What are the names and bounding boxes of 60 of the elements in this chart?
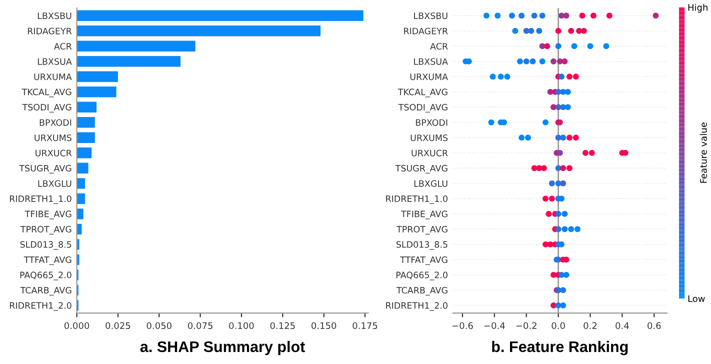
y-tick-label: LBXSBU [414,12,448,20]
y-tick-label: BPXODI [40,119,72,126]
y-tick-label: LBXSUA [414,58,448,65]
x-tick-label: 0.0 [552,322,565,330]
y-tick-label: TSUGR_AVG [19,164,72,174]
x-tick-label: 0.100 [229,322,254,330]
y-tick-label: ACR [430,42,448,50]
text: a. SHAP Summary plot [140,340,305,356]
y-tick-label: TSODI_AVG [398,104,448,112]
y-tick-label: LBXGLU [38,180,72,187]
x-tick-label: −0.4 [484,322,505,330]
y-tick-label: TPROT_AVG [396,226,448,234]
y-tick-label: BPXODI [416,119,448,126]
y-tick-label: RIDAGEYR [404,28,448,34]
y-tick-label: TFIBE_AVG [400,210,448,220]
text: b. Feature Ranking [492,340,628,356]
y-tick-label: SLD013_8.5 [20,241,72,250]
x-tick-label: 0.175 [352,322,378,330]
y-tick-label: TSUGR_AVG [395,164,448,174]
x-tick-label: 0.2 [584,322,597,330]
y-tick-label: ACR [54,42,72,50]
y-tick-label: RIDRETH1_1.0 [386,195,448,204]
y-tick-label: TCARB_AVG [396,286,448,296]
x-tick-label: −0.6 [452,322,473,330]
y-tick-label: LBXSUA [38,58,72,65]
y-tick-label: TCARB_AVG [20,286,72,296]
y-tick-label: URXUMS [34,134,72,142]
x-tick-label: −0.2 [516,322,536,330]
y-tick-label: URXUMA [410,74,448,80]
color-bar-label: High [688,4,708,13]
y-tick-label: URXUMS [410,134,448,142]
y-tick-label: RIDRETH1_1.0 [10,195,72,204]
color-bar-label: Low [688,295,705,302]
y-tick-label: RIDRETH1_2.0 [386,302,448,311]
color-bar-title: Feature value [700,122,707,183]
y-tick-label: LBXGLU [414,180,448,187]
y-tick-label: TSODI_AVG [22,104,72,112]
y-tick-label: LBXSBU [38,12,72,20]
x-tick-label: 0.000 [64,322,90,330]
y-tick-label: TPROT_AVG [20,226,72,234]
y-tick-label: PAQ665_2.0 [396,272,448,280]
x-tick-label: 0.025 [106,322,130,330]
x-tick-label: 0.150 [312,322,336,330]
y-tick-label: URXUCR [36,150,72,156]
y-tick-label: RIDRETH1_2.0 [10,302,72,311]
x-tick-label: 0.125 [270,322,295,330]
y-tick-label: SLD013_8.5 [396,241,448,250]
x-tick-label: 0.050 [146,322,172,330]
y-tick-label: RIDAGEYR [28,28,72,34]
y-tick-label: TTFAT_AVG [24,256,72,265]
y-tick-label: TKCAL_AVG [398,88,448,98]
x-tick-label: 0.6 [648,322,661,330]
y-tick-label: TFIBE_AVG [24,210,72,220]
x-tick-label: 0.4 [616,322,629,330]
y-tick-label: TKCAL_AVG [22,88,72,98]
y-tick-label: TTFAT_AVG [400,256,448,265]
x-tick-label: 0.075 [188,322,212,330]
y-tick-label: URXUMA [34,74,72,80]
y-tick-label: URXUCR [412,150,448,156]
y-tick-label: PAQ665_2.0 [20,272,72,280]
